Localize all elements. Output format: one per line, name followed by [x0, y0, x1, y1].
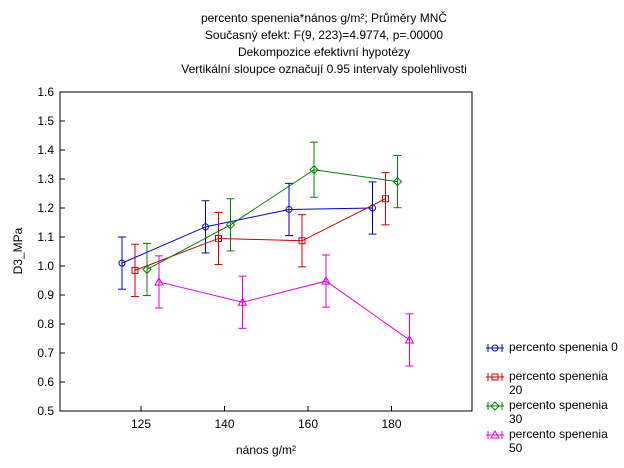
y-tick-label: 1.3: [37, 172, 54, 186]
marker: [404, 334, 415, 344]
marker: [382, 195, 389, 203]
y-tick-label: 0.7: [37, 346, 54, 360]
x-tick-label: 125: [131, 417, 151, 431]
y-tick-label: 0.8: [37, 317, 54, 331]
marker: [154, 276, 164, 286]
x-tick-label: 160: [298, 417, 318, 431]
marker: [490, 429, 500, 439]
chart-title: Současný efekt: F(9, 223)=4.9774, p=.000…: [205, 28, 443, 42]
marker: [225, 220, 236, 230]
y-tick-label: 1.0: [37, 259, 54, 273]
y-tick-label: 1.4: [37, 143, 54, 157]
y-tick-label: 1.2: [37, 201, 54, 215]
chart-title: percento spenenia*nános g/m²; Průměry MN…: [201, 10, 447, 25]
marker: [321, 276, 331, 285]
x-tick-label: 180: [381, 417, 401, 431]
y-tick-label: 0.5: [37, 404, 54, 418]
marker: [490, 401, 500, 411]
marker: [142, 264, 152, 275]
series-line: [134, 198, 386, 271]
legend-label: percento spenenia 0: [509, 340, 618, 354]
chart-title: Vertikální sloupce označují 0.95 interva…: [181, 62, 467, 76]
y-tick-label: 0.6: [37, 375, 54, 389]
marker: [392, 176, 403, 187]
legend-label: percento spenenia 30: [509, 398, 608, 426]
marker: [491, 373, 499, 381]
marker: [237, 297, 248, 306]
marker: [215, 234, 222, 242]
marker: [491, 344, 499, 352]
legend-label: percento spenenia 50: [509, 427, 608, 455]
y-tick-label: 1.5: [37, 114, 54, 128]
marker: [118, 259, 126, 267]
marker: [131, 266, 139, 274]
marker: [202, 223, 209, 231]
marker: [285, 205, 293, 213]
marker: [309, 165, 319, 175]
y-tick-label: 1.6: [37, 85, 54, 99]
plot-area: [59, 91, 473, 412]
series-line: [121, 207, 373, 264]
chart-title: Dekompozice efektivní hypotézy: [238, 45, 410, 59]
y-tick-label: 0.9: [37, 288, 54, 302]
series-line: [146, 169, 398, 270]
series-line: [158, 280, 410, 341]
y-axis-label: D3_MPa: [11, 227, 25, 274]
x-tick-label: 140: [214, 417, 234, 431]
y-tick-label: 1.1: [37, 230, 54, 244]
marker: [298, 237, 306, 245]
x-axis-label: nános g/m²: [236, 443, 296, 457]
legend-label: percento spenenia 20: [509, 369, 608, 397]
